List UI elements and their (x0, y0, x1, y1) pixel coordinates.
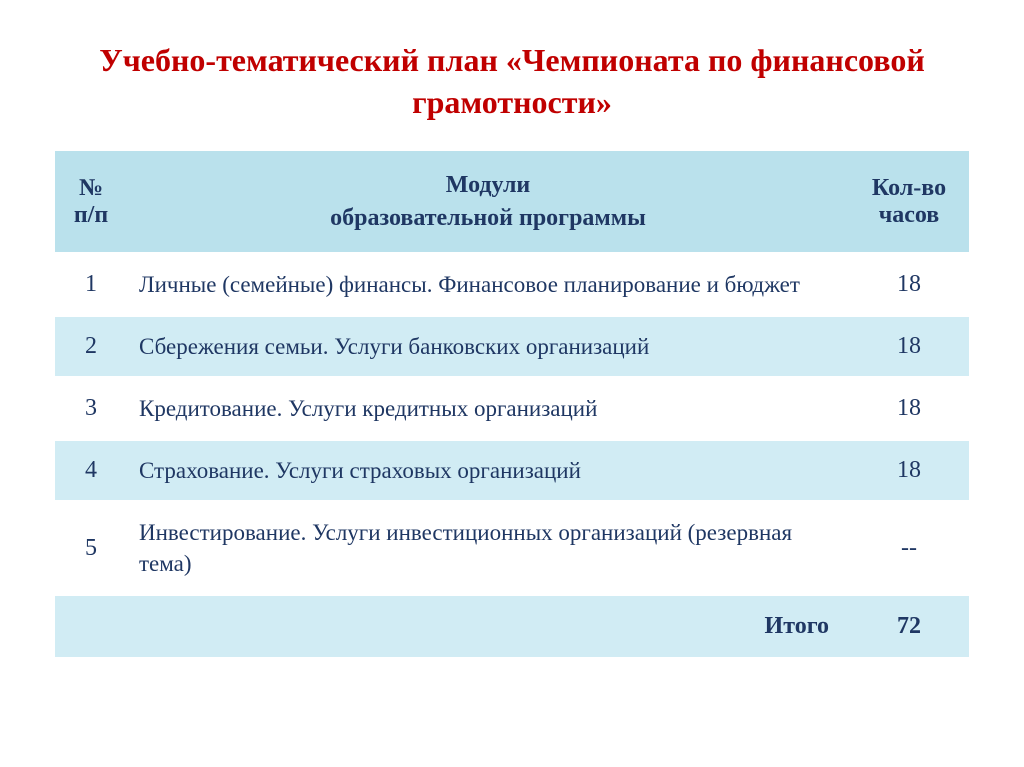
page-title: Учебно-тематический план «Чемпионата по … (55, 40, 969, 123)
curriculum-table: № п/п Модули образовательной программы К… (55, 151, 969, 659)
row-hours: 18 (849, 440, 969, 502)
table-row: 5 Инвестирование. Услуги инвестиционных … (55, 502, 969, 595)
row-module: Страхование. Услуги страховых организаци… (127, 440, 849, 502)
total-empty (55, 595, 127, 658)
row-hours: 18 (849, 378, 969, 440)
row-number: 4 (55, 440, 127, 502)
row-number: 5 (55, 502, 127, 595)
header-module-line1: Модули (139, 169, 837, 201)
total-hours: 72 (849, 595, 969, 658)
total-label: Итого (127, 595, 849, 658)
table-row: 1 Личные (семейные) финансы. Финансовое … (55, 253, 969, 315)
row-module: Кредитование. Услуги кредитных организац… (127, 378, 849, 440)
row-number: 2 (55, 316, 127, 378)
header-module: Модули образовательной программы (127, 151, 849, 253)
table-row: 3 Кредитование. Услуги кредитных организ… (55, 378, 969, 440)
row-number: 1 (55, 253, 127, 315)
row-number: 3 (55, 378, 127, 440)
header-hours: Кол-во часов (849, 151, 969, 253)
header-module-line2: образовательной программы (139, 202, 837, 234)
header-number: № п/п (55, 151, 127, 253)
table-header-row: № п/п Модули образовательной программы К… (55, 151, 969, 253)
table-row: 2 Сбережения семьи. Услуги банковских ор… (55, 316, 969, 378)
table-row: 4 Страхование. Услуги страховых организа… (55, 440, 969, 502)
row-module: Инвестирование. Услуги инвестиционных ор… (127, 502, 849, 595)
row-hours: 18 (849, 316, 969, 378)
row-hours: -- (849, 502, 969, 595)
row-module: Сбережения семьи. Услуги банковских орга… (127, 316, 849, 378)
row-module: Личные (семейные) финансы. Финансовое пл… (127, 253, 849, 315)
row-hours: 18 (849, 253, 969, 315)
table-total-row: Итого 72 (55, 595, 969, 658)
